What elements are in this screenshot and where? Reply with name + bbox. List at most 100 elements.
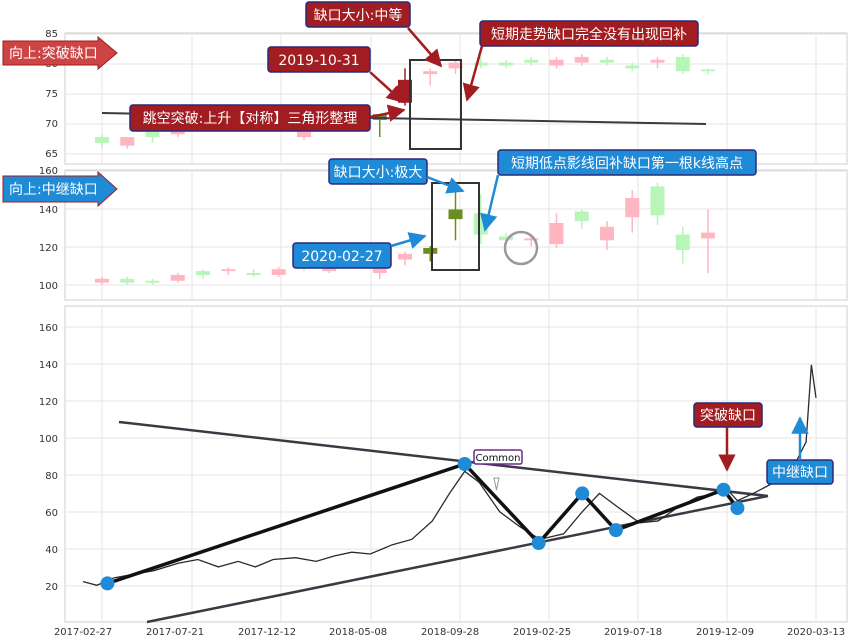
p2-note-arrow (480, 174, 500, 232)
xtick-2018-09-28: 2018-09-28 (421, 627, 479, 638)
candle-body (524, 238, 539, 241)
p2-date-text: 2020-02-27 (301, 249, 382, 265)
panel3-xticks: 2017-02-27 2017-07-21 2017-12-12 2018-05… (54, 627, 845, 638)
p3-breakout-text: 突破缺口 (700, 408, 756, 424)
xtick-2019-12-09: 2019-12-09 (696, 627, 754, 638)
panel1-frame (64, 32, 848, 165)
p1-date-text: 2019-10-31 (278, 53, 359, 69)
p3-ytick-40: 40 (45, 545, 58, 556)
p2-note-text: 短期低点影线回补缺口第一根k线高点 (511, 155, 743, 172)
p1-ytick-65: 65 (45, 149, 58, 160)
panel2-fill-circle (503, 230, 539, 266)
candle-body (170, 274, 185, 281)
p2-gap-size-label: 缺口大小:极大 (328, 158, 428, 185)
candle-body (625, 197, 640, 218)
candle-body (170, 131, 185, 135)
candle-body (574, 211, 589, 222)
p2-gap-size-arrow (426, 175, 465, 194)
pivot-marker (575, 486, 590, 501)
pivot-marker (716, 482, 731, 497)
p2-date-label: 2020-02-27 (292, 242, 392, 269)
p3-ytick-140: 140 (39, 360, 58, 371)
panel2-yticks: 160 140 120 100 (39, 166, 58, 292)
pivot-marker (531, 536, 546, 550)
p3-breakout-label: 突破缺口 (693, 402, 763, 428)
candle-body (145, 131, 160, 138)
pivot-marker (608, 523, 623, 538)
candle-body (196, 271, 210, 275)
xtick-2020-03-13: 2020-03-13 (787, 627, 845, 638)
xtick-2017-07-21: 2017-07-21 (146, 627, 204, 638)
xtick-2019-02-25: 2019-02-25 (513, 627, 571, 638)
candle-body (701, 232, 715, 239)
p2-date-arrow (390, 232, 427, 249)
candle-body (499, 62, 513, 66)
candle-body (448, 62, 463, 69)
candle-body (145, 280, 160, 283)
candle-body (423, 71, 438, 75)
p1-note-label: 短期走势缺口完全没有出现回补 (479, 20, 699, 47)
candle-body (448, 209, 463, 220)
candle-body (549, 222, 564, 245)
candle-body (701, 69, 715, 72)
candle-body (600, 59, 614, 63)
panel3-yticks: 160 140 120 100 80 60 40 20 (39, 323, 58, 593)
p3-ytick-160: 160 (39, 323, 58, 334)
p3-common-text: Common (475, 453, 520, 464)
candle-body (271, 269, 286, 275)
candle-body (95, 137, 109, 143)
p1-ytick-85: 85 (45, 29, 58, 40)
p1-gap-size-arrow (407, 27, 443, 68)
p3-ytick-20: 20 (45, 582, 58, 593)
candle-body (372, 114, 387, 120)
p1-ytick-70: 70 (45, 119, 58, 130)
p1-pattern-label: 跳空突破:上升【对称】三角形整理 (129, 104, 371, 132)
p2-gap-size-text: 缺口大小:极大 (334, 165, 423, 181)
candle-body (600, 226, 614, 241)
candle-body (499, 236, 513, 241)
panel2-arrow-text: 向上:中继缺口 (9, 182, 98, 198)
candle-body (423, 248, 438, 254)
panel3-markers (100, 457, 745, 591)
p2-ytick-120: 120 (39, 243, 58, 254)
p1-gap-size-text: 缺口大小:中等 (314, 7, 403, 24)
panel2-arrow-label: 向上:中继缺口 (2, 170, 118, 208)
candle-body (246, 273, 261, 275)
panel3-frame (64, 305, 848, 623)
p3-ytick-120: 120 (39, 397, 58, 408)
pivot-marker (100, 576, 115, 591)
p3-relay-text: 中继缺口 (772, 465, 828, 481)
xtick-2018-05-08: 2018-05-08 (329, 627, 387, 638)
p1-ytick-75: 75 (45, 89, 58, 100)
xtick-2017-02-27: 2017-02-27 (54, 627, 112, 638)
pivot-marker (730, 501, 745, 516)
candle-body (524, 59, 539, 63)
p1-date-arrow (369, 71, 405, 104)
pivot-marker (457, 457, 472, 471)
panel1-arrow-label: 向上:突破缺口 (2, 35, 118, 71)
candle-body (473, 62, 488, 66)
panel1-arrow-text: 向上:突破缺口 (9, 46, 98, 62)
p2-note-label: 短期低点影线回补缺口第一根k线高点 (497, 149, 757, 176)
p3-common-pointer (493, 477, 500, 491)
p1-gap-size-label: 缺口大小:中等 (305, 1, 411, 28)
p2-ytick-100: 100 (39, 281, 58, 292)
candle-body (221, 269, 236, 272)
p1-note-text: 短期走势缺口完全没有出现回补 (491, 26, 687, 43)
upper-trendline (118, 420, 769, 498)
candle-body (675, 234, 690, 250)
p3-relay-label: 中继缺口 (766, 459, 834, 485)
candle-body (650, 186, 665, 216)
candle-body (398, 253, 412, 260)
xtick-2017-12-12: 2017-12-12 (238, 627, 296, 638)
candle-body (120, 137, 135, 146)
p1-pattern-arrow (369, 104, 406, 122)
candle-body (549, 59, 564, 66)
candle-body (120, 278, 135, 283)
p3-ytick-100: 100 (39, 434, 58, 445)
p3-ytick-60: 60 (45, 508, 58, 519)
candle-body (625, 65, 640, 69)
candle-body (650, 59, 665, 63)
p1-date-label: 2019-10-31 (267, 46, 371, 73)
candle-body (297, 131, 311, 138)
